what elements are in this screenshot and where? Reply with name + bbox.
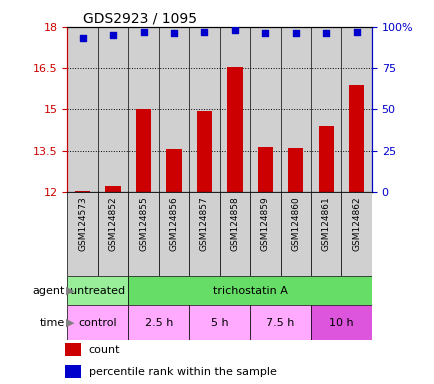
Bar — [310, 305, 371, 340]
Bar — [250, 305, 310, 340]
Bar — [348, 85, 364, 192]
Text: GSM124860: GSM124860 — [291, 196, 299, 251]
Text: 10 h: 10 h — [329, 318, 353, 328]
Bar — [227, 67, 242, 192]
Text: control: control — [79, 318, 117, 328]
Text: 2.5 h: 2.5 h — [144, 318, 173, 328]
Bar — [166, 149, 181, 192]
Bar — [219, 27, 250, 192]
Text: time: time — [40, 318, 65, 328]
Point — [201, 29, 207, 35]
Point — [109, 32, 116, 38]
Bar — [67, 305, 128, 340]
Bar — [98, 27, 128, 192]
Text: agent: agent — [33, 286, 65, 296]
Text: untreated: untreated — [70, 286, 125, 296]
Bar — [75, 190, 90, 192]
Bar — [128, 276, 371, 305]
Bar — [219, 192, 250, 276]
Bar — [250, 192, 280, 276]
Text: 7.5 h: 7.5 h — [266, 318, 294, 328]
Point — [231, 27, 238, 33]
Bar — [189, 192, 219, 276]
Text: GSM124852: GSM124852 — [108, 196, 117, 251]
Bar — [196, 111, 212, 192]
Bar — [341, 192, 371, 276]
Bar — [105, 187, 120, 192]
Bar — [318, 126, 333, 192]
Bar — [280, 192, 310, 276]
Bar — [128, 27, 158, 192]
Bar — [136, 109, 151, 192]
Point — [261, 30, 268, 36]
Bar — [287, 148, 303, 192]
Text: GSM124855: GSM124855 — [139, 196, 148, 251]
Bar — [67, 276, 128, 305]
Bar — [341, 27, 371, 192]
Bar — [250, 27, 280, 192]
Bar — [310, 192, 341, 276]
Bar — [189, 27, 219, 192]
Bar — [67, 27, 98, 192]
Text: GSM124861: GSM124861 — [321, 196, 330, 251]
Bar — [128, 305, 189, 340]
Text: count: count — [89, 344, 120, 354]
Bar — [158, 192, 189, 276]
Text: GSM124573: GSM124573 — [78, 196, 87, 251]
Bar — [67, 192, 98, 276]
Bar — [98, 192, 128, 276]
Text: ▶: ▶ — [66, 286, 75, 296]
Text: GSM124859: GSM124859 — [260, 196, 269, 251]
Text: percentile rank within the sample: percentile rank within the sample — [89, 367, 276, 377]
Bar — [128, 192, 158, 276]
Text: GSM124858: GSM124858 — [230, 196, 239, 251]
Text: GDS2923 / 1095: GDS2923 / 1095 — [82, 12, 196, 26]
Point — [292, 30, 299, 36]
Point — [79, 35, 86, 41]
Bar — [158, 27, 189, 192]
Point — [322, 30, 329, 36]
Bar — [65, 365, 81, 378]
Bar — [280, 27, 310, 192]
Text: trichostatin A: trichostatin A — [212, 286, 287, 296]
Text: GSM124856: GSM124856 — [169, 196, 178, 251]
Text: 5 h: 5 h — [210, 318, 228, 328]
Point — [170, 30, 177, 36]
Text: GSM124857: GSM124857 — [200, 196, 208, 251]
Point — [352, 29, 359, 35]
Bar — [257, 147, 273, 192]
Bar — [65, 343, 81, 356]
Text: ▶: ▶ — [66, 318, 75, 328]
Point — [140, 29, 147, 35]
Bar — [310, 27, 341, 192]
Text: GSM124862: GSM124862 — [352, 196, 360, 251]
Bar — [189, 305, 250, 340]
